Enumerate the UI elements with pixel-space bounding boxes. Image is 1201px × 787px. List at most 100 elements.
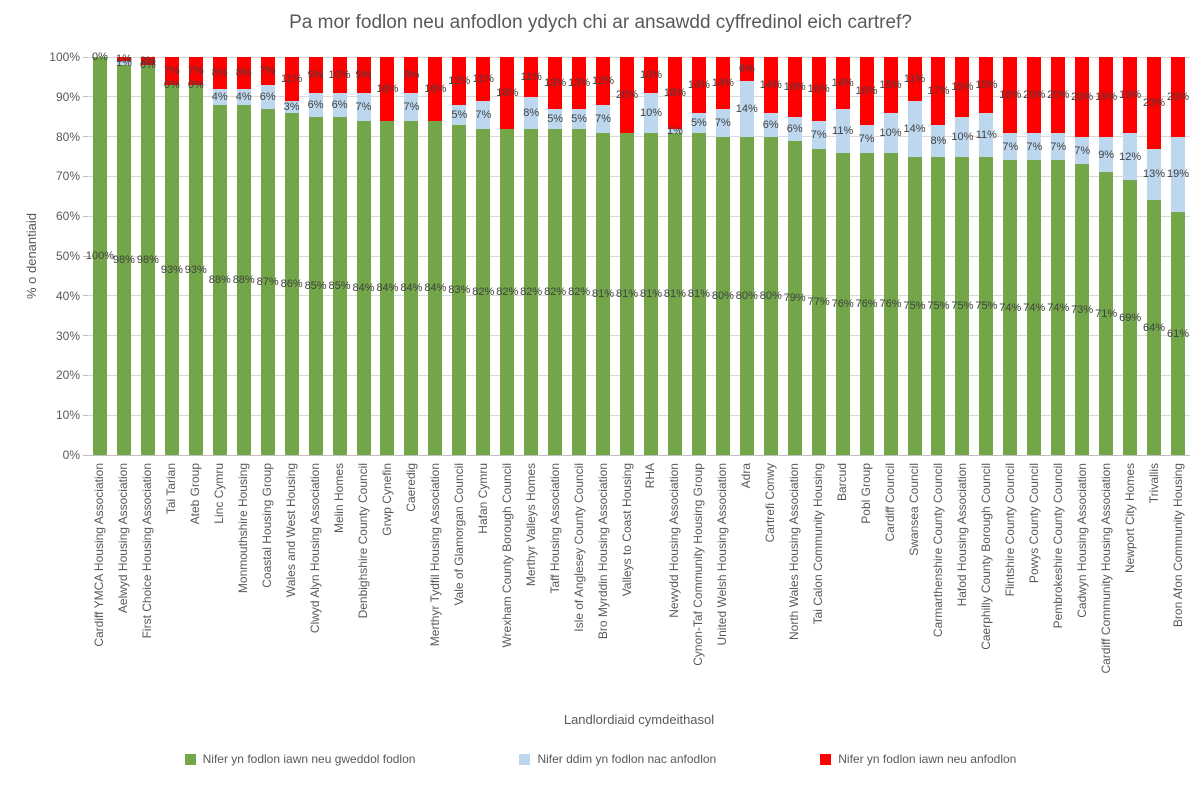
data-label-satisfied: 86% xyxy=(280,277,303,290)
bar-segment-neutral xyxy=(739,80,754,137)
bar-Cardiff YMCA Housing Association xyxy=(92,57,107,455)
category-label: Flintshire County Council xyxy=(1002,463,1017,597)
data-label-dissatisfied: 14% xyxy=(831,76,854,89)
legend-label: Nifer yn fodlon iawn neu anfodlon xyxy=(838,752,1017,766)
data-label-dissatisfied: 19% xyxy=(1119,88,1142,101)
data-label-satisfied: 82% xyxy=(520,285,543,298)
bar-Hafan Cymru xyxy=(476,57,491,455)
bar-segment-satisfied xyxy=(260,108,275,455)
bar-segment-dissatisfied xyxy=(643,57,658,93)
data-label-neutral: 4% xyxy=(211,90,228,103)
category-label: Merthyr Valleys Homes xyxy=(523,463,538,587)
bar-Newport City Homes xyxy=(1123,57,1138,455)
bar-segment-satisfied xyxy=(332,116,347,455)
y-tick-mark xyxy=(83,136,88,138)
bar-segment-neutral xyxy=(1171,136,1186,213)
bar-segment-dissatisfied xyxy=(811,57,826,121)
data-label-neutral: 6% xyxy=(259,90,276,103)
y-tick-label: 100% xyxy=(49,50,80,64)
bar-Wales and West Housing xyxy=(284,57,299,455)
data-label-satisfied: 82% xyxy=(544,285,567,298)
category-label: Isle of Anglesey County Council xyxy=(571,463,586,632)
data-label-satisfied: 75% xyxy=(975,299,998,312)
bar-segment-neutral xyxy=(284,100,299,113)
y-tick-mark xyxy=(83,374,88,376)
data-label-satisfied: 81% xyxy=(592,287,615,300)
data-label-dissatisfied: 8% xyxy=(211,66,228,79)
legend-label: Nifer yn fodlon iawn neu gweddol fodlon xyxy=(202,752,416,766)
bar-segment-dissatisfied xyxy=(955,57,970,117)
data-label-dissatisfied: 18% xyxy=(496,86,519,99)
data-label-neutral: 0% xyxy=(163,78,180,91)
data-label-neutral: 5% xyxy=(547,112,564,125)
data-label-satisfied: 88% xyxy=(208,273,231,286)
category-label: Monmouthshire Housing xyxy=(236,463,251,594)
data-label-dissatisfied: 0% xyxy=(92,51,108,63)
category-label: First Choice Housing Association xyxy=(140,463,155,639)
data-label-satisfied: 84% xyxy=(424,281,447,294)
bar-segment-dissatisfied xyxy=(308,57,323,93)
data-label-dissatisfied: 13% xyxy=(544,76,567,89)
bar-segment-neutral xyxy=(308,92,323,117)
gridline-70% xyxy=(88,175,1190,177)
y-tick-label: 20% xyxy=(55,368,80,383)
bar-segment-dissatisfied xyxy=(212,57,227,89)
category-label: North Wales Housing Association xyxy=(787,463,802,640)
data-label-dissatisfied: 15% xyxy=(975,78,998,91)
bar-segment-satisfied xyxy=(308,116,323,455)
bar-Ateb Group xyxy=(188,57,203,455)
data-label-dissatisfied: 1% xyxy=(115,52,132,65)
category-label: Newport City Homes xyxy=(1122,463,1137,574)
data-label-dissatisfied: 14% xyxy=(687,78,710,91)
bar-segment-satisfied xyxy=(380,120,395,455)
y-tick-mark xyxy=(83,96,88,98)
y-tick-label: 0% xyxy=(62,448,80,462)
data-label-satisfied: 71% xyxy=(1095,307,1118,320)
bar-Denbighshire County Council xyxy=(356,57,371,455)
bar-North Wales Housing Association xyxy=(787,57,802,455)
data-label-neutral: 10% xyxy=(951,130,974,143)
data-label-neutral: 7% xyxy=(1074,144,1091,157)
data-label-satisfied: 74% xyxy=(1023,301,1046,314)
data-label-neutral: 1% xyxy=(115,56,132,69)
data-label-dissatisfied: 18% xyxy=(999,88,1022,101)
bar-segment-dissatisfied xyxy=(1051,57,1066,133)
category-label: Caerphilly County Borough Council xyxy=(978,463,993,650)
bar-segment-dissatisfied xyxy=(572,57,587,109)
bar-segment-neutral xyxy=(404,92,419,121)
bar-segment-satisfied xyxy=(1171,212,1186,455)
bar-segment-dissatisfied xyxy=(883,57,898,113)
legend-item-1: Nifer yn fodlon iawn neu gweddol fodlon xyxy=(184,752,416,766)
bar-Bron Afon Community Housing xyxy=(1171,57,1186,455)
category-label: Cardiff Council xyxy=(883,463,898,542)
legend-item-2: Nifer ddim yn fodlon nac anfodlon xyxy=(519,752,716,766)
bar-Merthyr Valleys Homes xyxy=(524,57,539,455)
bar-segment-satisfied xyxy=(548,128,563,455)
data-label-neutral: 7% xyxy=(475,108,492,121)
gridline-100% xyxy=(88,56,1190,58)
bar-segment-satisfied xyxy=(907,156,922,455)
bar-segment-dissatisfied xyxy=(596,57,611,105)
y-tick-mark xyxy=(83,295,88,297)
data-label-satisfied: 88% xyxy=(232,273,255,286)
bar-Cynon-Taf Community Housing Group xyxy=(691,57,706,455)
category-label: Aelwyd Housing Association xyxy=(116,463,131,614)
bar-segment-neutral xyxy=(596,104,611,133)
data-label-neutral: 8% xyxy=(523,106,540,119)
bar-segment-dissatisfied xyxy=(164,57,179,85)
data-label-neutral: 0% xyxy=(139,58,156,71)
data-label-satisfied: 82% xyxy=(568,285,591,298)
bar-segment-dissatisfied xyxy=(188,57,203,85)
bar-segment-dissatisfied xyxy=(452,57,467,105)
bar-Caeredig xyxy=(404,57,419,455)
bar-Vale of Glamorgan Council xyxy=(452,57,467,455)
data-label-satisfied: 83% xyxy=(448,283,471,296)
bar-Monmouthshire Housing xyxy=(236,57,251,455)
bar-segment-neutral xyxy=(931,124,946,157)
data-label-satisfied: 75% xyxy=(951,299,974,312)
bar-segment-neutral xyxy=(212,88,227,105)
data-label-neutral: 11% xyxy=(975,128,997,141)
data-label-neutral: 7% xyxy=(1050,140,1067,153)
legend-swatch-icon xyxy=(519,753,531,765)
